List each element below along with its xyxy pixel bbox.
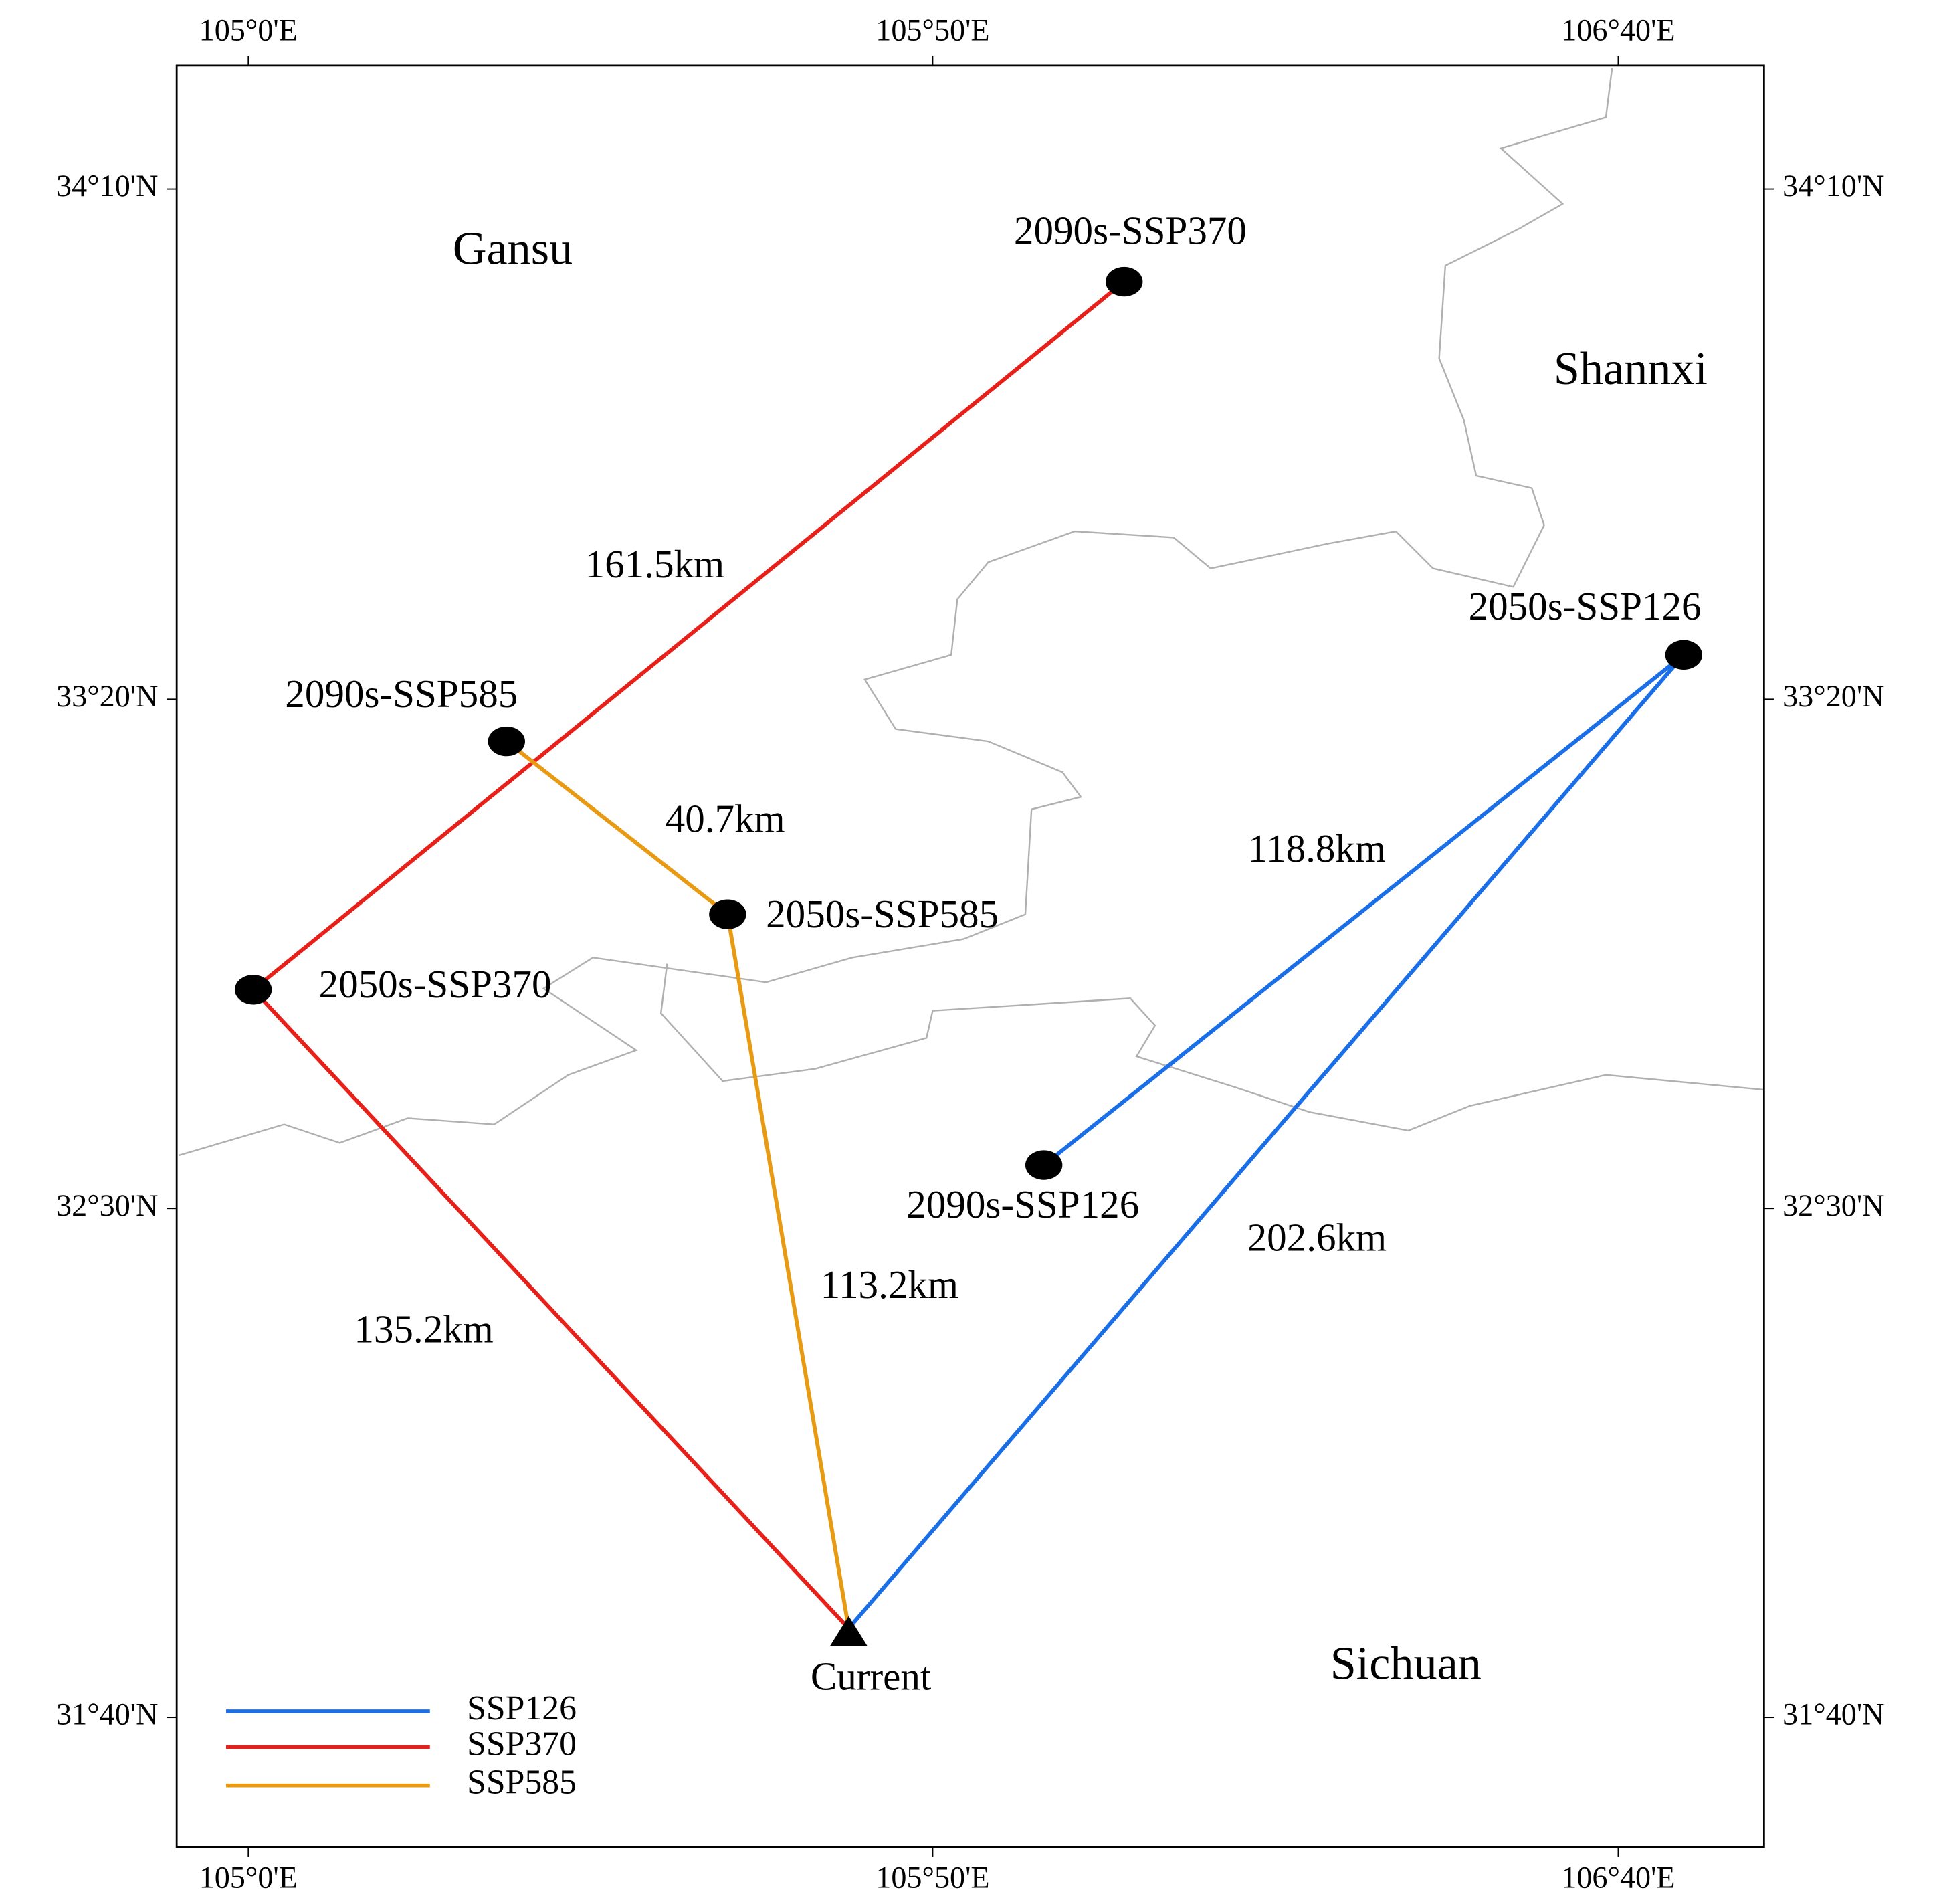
current-label: Current <box>811 1654 932 1698</box>
site-label: 2050s-SSP370 <box>319 962 552 1006</box>
province-boundary <box>179 68 1613 1156</box>
y-tick-label: 31°40'N <box>56 1697 158 1731</box>
x-tick-label: 106°40'E <box>1561 13 1675 47</box>
site-label: 2090s-SSP126 <box>906 1182 1139 1226</box>
ticks: 105°0'E 105°0'E 105°50'E 105°50'E 106°40'E 10… <box>56 13 1884 1894</box>
site-marker <box>1025 1150 1063 1180</box>
distance-label: 161.5km <box>585 542 724 586</box>
region-label: Gansu <box>453 223 573 275</box>
site-marker <box>1106 266 1143 297</box>
x-tick-label: 106°40'E <box>1561 1861 1675 1895</box>
legend-label: SSP126 <box>467 1689 577 1727</box>
distance-label: 40.7km <box>666 797 785 841</box>
distance-label: 113.2km <box>821 1262 958 1307</box>
route-line <box>725 914 851 1629</box>
route-line <box>505 739 729 916</box>
x-tick-label: 105°50'E <box>876 13 989 47</box>
route-line <box>251 988 851 1630</box>
routes <box>251 280 1686 1630</box>
region-label: Shannxi <box>1554 343 1708 395</box>
distance-label: 135.2km <box>354 1307 493 1351</box>
site-label: 2090s-SSP585 <box>285 672 518 716</box>
legend-label: SSP585 <box>467 1764 577 1802</box>
region-label: Sichuan <box>1330 1637 1482 1689</box>
y-tick-label: 34°10'N <box>56 169 158 203</box>
site-marker <box>488 726 525 757</box>
y-tick-label: 31°40'N <box>1782 1697 1884 1731</box>
site-marker <box>1665 640 1703 670</box>
route-line <box>847 653 1686 1630</box>
distance-label: 118.8km <box>1248 826 1386 870</box>
legend-label: SSP370 <box>467 1725 577 1763</box>
current-marker <box>830 1616 868 1646</box>
y-tick-label: 32°30'N <box>1782 1188 1884 1222</box>
site-marker <box>709 899 746 929</box>
x-tick-label: 105°0'E <box>199 13 298 47</box>
site-label: 2050s-SSP585 <box>766 892 999 936</box>
y-tick-label: 33°20'N <box>56 679 158 713</box>
site-marker <box>234 975 272 1005</box>
y-tick-label: 33°20'N <box>1782 679 1884 713</box>
site-label: 2050s-SSP126 <box>1469 584 1702 628</box>
route-line <box>251 280 1126 991</box>
route-line <box>1042 653 1686 1167</box>
distance-label: 202.6km <box>1247 1216 1387 1260</box>
y-tick-label: 34°10'N <box>1782 169 1884 203</box>
x-tick-label: 105°0'E <box>199 1861 298 1895</box>
map-frame <box>175 64 1765 1848</box>
site-label: 2090s-SSP370 <box>1014 208 1247 252</box>
y-tick-label: 32°30'N <box>56 1188 158 1222</box>
x-tick-label: 105°50'E <box>876 1861 989 1895</box>
